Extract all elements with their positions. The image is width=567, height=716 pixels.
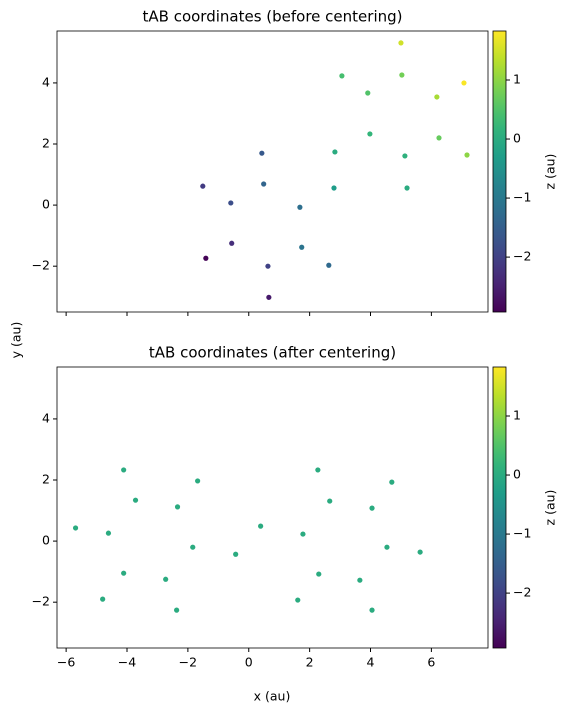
y-tick-label: 4 [42,410,50,425]
point [174,607,180,613]
point [195,478,201,484]
point [326,262,332,268]
y-tick-label: −2 [32,594,50,609]
point [233,551,239,557]
y-tick-label: 2 [42,136,50,151]
point [367,131,373,137]
colorbar-tick-label: 1 [513,71,521,86]
point [357,577,363,583]
point [365,90,371,96]
point [295,597,301,603]
chart-title: tAB coordinates (before centering) [143,8,403,26]
colorbar-tick-label: 0 [513,467,521,482]
colorbar-tick-label: −1 [513,190,531,205]
point [398,40,404,46]
point [105,530,112,536]
point [200,183,206,189]
point [261,181,267,187]
point [402,153,408,159]
y-axis-label: y (au) [9,322,24,359]
point [434,94,440,100]
point [72,525,79,531]
x-axis-label: x (au) [254,689,291,704]
y-tick-label: 2 [42,472,50,487]
point [417,549,423,555]
colorbar-tick-label: 0 [513,131,521,146]
point [461,80,467,86]
point [228,200,234,206]
y-tick-label: 0 [42,533,50,548]
x-tick-label: 0 [245,655,253,670]
point [369,607,375,613]
point [369,505,375,511]
plot-frame [56,30,489,313]
point [315,467,321,473]
x-tick-label: 2 [306,655,314,670]
x-tick-label: −6 [57,655,75,670]
point [384,544,390,550]
point [300,531,306,537]
point [332,149,338,155]
point [299,244,305,250]
colorbar-label: z (au) [543,490,558,526]
point [190,544,196,550]
colorbar-tick-label: −2 [513,585,531,600]
colorbar-tick-label: −1 [513,526,531,541]
point [464,152,470,158]
y-tick-label: 0 [42,197,50,212]
point [265,263,271,269]
point [297,204,303,210]
colorbar-label: z (au) [543,154,558,190]
x-tick-label: 6 [427,655,435,670]
point [339,73,345,79]
y-tick-label: 4 [42,74,50,89]
chart-title: tAB coordinates (after centering) [149,344,396,362]
point [258,523,264,529]
point [404,185,410,191]
point [331,185,337,191]
point [174,504,181,510]
point [399,72,405,78]
colorbar [492,366,507,649]
x-tick-label: −4 [118,655,136,670]
point [229,240,235,246]
point [203,255,209,261]
x-tick-label: 4 [367,655,375,670]
point [316,571,322,577]
point [121,570,127,576]
point [327,498,333,504]
point [132,497,139,503]
point [163,576,169,582]
plot-frame [56,366,489,649]
colorbar [492,30,507,313]
point [100,596,106,602]
point [436,135,442,141]
x-tick-label: −2 [179,655,197,670]
point [266,294,272,300]
y-tick-label: −2 [32,258,50,273]
point [389,479,395,485]
point [121,467,127,473]
colorbar-tick-label: −2 [513,249,531,264]
point [259,150,265,156]
colorbar-tick-label: 1 [513,407,521,422]
